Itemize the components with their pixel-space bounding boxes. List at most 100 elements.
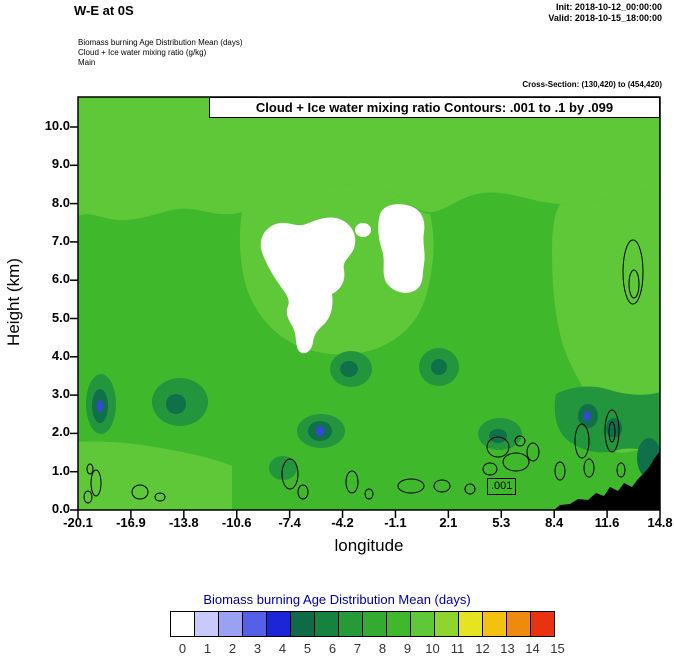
filled-contour-field xyxy=(78,97,660,510)
fresh-cloud-blob xyxy=(355,223,371,237)
y-tick-label: 0.0 xyxy=(51,501,70,516)
colorbar-tick-label: 7 xyxy=(353,641,362,656)
y-tick-label: 1.0 xyxy=(51,462,70,478)
colorbar-tick-label: 11 xyxy=(450,641,465,656)
y-axis-label: Height (km) xyxy=(4,258,23,346)
colorbar xyxy=(170,611,555,637)
young-region-east xyxy=(554,386,660,453)
contour-title-box: Cloud + Ice water mixing ratio Contours:… xyxy=(209,97,660,118)
y-tick-label: 9.0 xyxy=(51,156,70,172)
young-pocket-core xyxy=(489,429,507,443)
colorbar-tick-label: 2 xyxy=(228,641,237,656)
contour-loop xyxy=(345,470,359,494)
colorbar-title: Biomass burning Age Distribution Mean (d… xyxy=(203,592,471,607)
colorbar-cell xyxy=(362,611,387,637)
run-times: Init: 2018-10-12_00:00:00 Valid: 2018-10… xyxy=(548,2,662,24)
x-tick-label: -16.9 xyxy=(116,515,146,530)
colorbar-tick-label: 5 xyxy=(303,641,312,656)
contour-loop xyxy=(131,484,149,500)
colorbar-tick-label: 6 xyxy=(328,641,337,656)
colorbar-tick-label: 3 xyxy=(253,641,262,656)
colorbar-cell xyxy=(530,611,555,637)
colorbar-cell xyxy=(482,611,507,637)
x-tick-label: -10.6 xyxy=(221,515,252,530)
colorbar-cell xyxy=(170,611,195,637)
contour-loop xyxy=(90,469,102,497)
init-time: Init: 2018-10-12_00:00:00 xyxy=(555,2,662,12)
x-tick-label: -1.1 xyxy=(384,515,407,530)
contour-loop xyxy=(482,462,498,476)
y-tick-label: 5.0 xyxy=(51,309,70,325)
contour-loop xyxy=(622,239,644,305)
contour-loop xyxy=(86,463,94,475)
contour-loop xyxy=(433,479,451,493)
contour-loop xyxy=(486,436,510,458)
fill-variable-label: Biomass burning Age Distribution Mean (d… xyxy=(78,38,243,47)
colorbar-tick-label: 4 xyxy=(278,641,287,656)
colorbar-labels: 0 1 2 3 4 5 6 7 8 9 10 11 12 13 14 15 xyxy=(170,641,570,656)
y-tick-label: 4.0 xyxy=(51,347,70,363)
contour-loop xyxy=(574,423,590,459)
colorbar-tick-label: 13 xyxy=(500,641,515,656)
young-pocket-speck xyxy=(584,411,590,421)
x-tick-label: -13.8 xyxy=(168,515,199,530)
x-tick-label: 14.8 xyxy=(647,515,673,530)
colorbar-cell xyxy=(434,611,459,637)
contour-loop xyxy=(608,421,616,443)
fresh-cloud-blob xyxy=(260,217,356,354)
contour-loop xyxy=(604,409,620,453)
page-title: W-E at 0S xyxy=(74,3,134,18)
colorbar-cell xyxy=(218,611,243,637)
colorbar-cell xyxy=(314,611,339,637)
colorbar-cell xyxy=(458,611,483,637)
colorbar-cell xyxy=(194,611,219,637)
x-tick-label: 5.3 xyxy=(492,515,511,530)
young-pocket-speck xyxy=(316,426,324,436)
x-tick-label: 11.6 xyxy=(594,515,620,530)
colorbar-cell xyxy=(506,611,531,637)
light-region-top xyxy=(78,97,660,221)
contour-loop xyxy=(526,442,540,462)
fresh-cloud-blob xyxy=(378,204,425,293)
terrain xyxy=(554,451,660,510)
contour-variable-label: Cloud + Ice water mixing ratio (g/kg) xyxy=(78,48,207,57)
colorbar-cell xyxy=(410,611,435,637)
colorbar-cell xyxy=(242,611,267,637)
cross-section-label: Cross-Section: (130,420) to (454,420) xyxy=(522,80,662,89)
contour-loop xyxy=(616,462,626,478)
x-tick-label: 2.1 xyxy=(439,515,458,530)
contour-value-label: .001 xyxy=(487,478,517,495)
young-pocket-core xyxy=(340,361,358,377)
contour-loop xyxy=(397,478,425,494)
x-tick-label: -4.2 xyxy=(331,515,354,530)
contour-loop xyxy=(297,484,309,500)
x-tick-label: -20.1 xyxy=(63,515,93,530)
x-tick-label: -7.4 xyxy=(278,515,301,530)
colorbar-tick-label: 15 xyxy=(550,641,565,656)
contour-loop xyxy=(583,458,595,478)
light-region-right xyxy=(552,188,660,453)
contour-loop xyxy=(502,452,530,472)
y-tick-label: 3.0 xyxy=(51,386,70,402)
colorbar-cell xyxy=(338,611,363,637)
contour-loop xyxy=(628,269,640,299)
colorbar-cell xyxy=(290,611,315,637)
contour-loop xyxy=(464,483,476,495)
colorbar-cell xyxy=(386,611,411,637)
x-tick-label: 8.4 xyxy=(545,515,564,530)
colorbar-tick-label: 9 xyxy=(403,641,412,656)
colorbar-tick-label: 1 xyxy=(203,641,212,656)
colorbar-tick-label: 12 xyxy=(475,641,490,656)
y-tick-label: 2.0 xyxy=(51,424,70,440)
contour-loop xyxy=(514,435,526,447)
contour-loop xyxy=(154,492,166,502)
colorbar-tick-label: 8 xyxy=(378,641,387,656)
variable-list: Biomass burning Age Distribution Mean (d… xyxy=(78,38,243,68)
valid-time: Valid: 2018-10-15_18:00:00 xyxy=(548,13,662,23)
colorbar-tick-label: 10 xyxy=(425,641,440,656)
y-tick-label: 6.0 xyxy=(51,271,70,287)
young-pocket-core xyxy=(166,394,186,414)
y-tick-label: 10.0 xyxy=(44,118,70,133)
